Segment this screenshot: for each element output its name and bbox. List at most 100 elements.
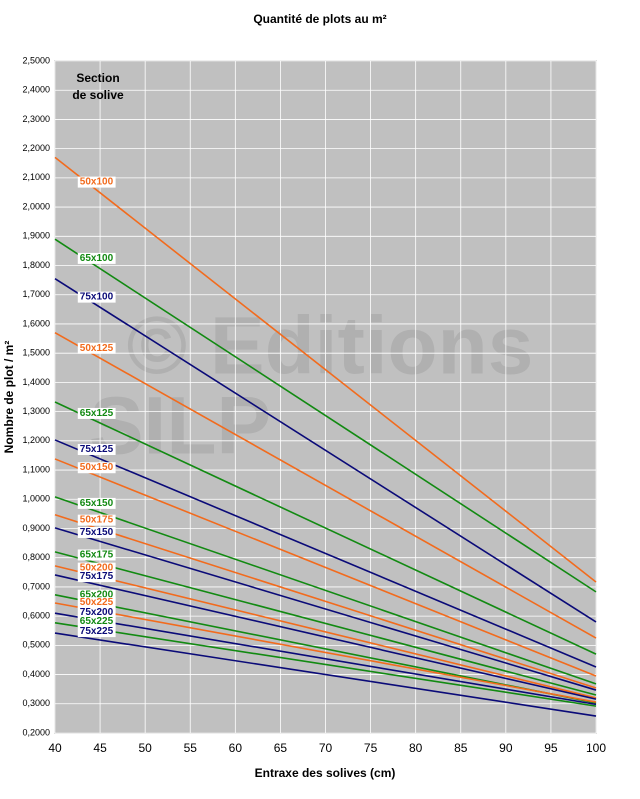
series-line xyxy=(54,439,597,668)
label-box xyxy=(77,615,116,627)
y-tick-label: 2,5000 xyxy=(22,55,50,65)
label-box xyxy=(77,252,116,264)
series-label: 50x125 xyxy=(77,342,116,354)
series-label-text: 75x200 xyxy=(80,607,114,618)
series-label-text: 50x150 xyxy=(80,462,114,473)
y-tick-label: 1,9000 xyxy=(22,231,50,241)
x-axis-label: Entraxe des solives (cm) xyxy=(255,766,396,780)
x-tick-label: 60 xyxy=(229,741,243,755)
series-label: 50x225 xyxy=(77,597,116,609)
y-tick-label: 1,6000 xyxy=(22,318,50,328)
series-label: 75x100 xyxy=(77,291,116,303)
series-label-text: 65x200 xyxy=(80,590,114,601)
label-box xyxy=(77,176,116,188)
x-tick-label: 85 xyxy=(454,741,468,755)
label-box xyxy=(77,291,116,303)
series-label: 65x200 xyxy=(77,589,116,601)
chart-title: Quantité de plots au m² xyxy=(253,12,386,26)
y-tick-label: 0,7000 xyxy=(22,581,50,591)
series-line xyxy=(54,496,597,685)
series-label-text: 50x125 xyxy=(80,343,114,354)
series-label-text: 50x225 xyxy=(80,597,114,608)
y-tick-label: 2,3000 xyxy=(22,114,50,124)
annotation: de solive xyxy=(72,88,124,102)
watermark: © Editions xyxy=(127,301,534,392)
y-axis-label: Nombre de plot / m² xyxy=(2,341,16,454)
y-tick-label: 0,4000 xyxy=(22,669,50,679)
series-line xyxy=(54,458,597,677)
y-tick-label: 0,6000 xyxy=(22,611,50,621)
y-tick-label: 1,0000 xyxy=(22,494,50,504)
series-line xyxy=(54,574,597,700)
series-label: 75x150 xyxy=(77,526,116,538)
x-tick-label: 55 xyxy=(184,741,198,755)
x-tick-label: 75 xyxy=(364,741,378,755)
label-box xyxy=(77,606,116,618)
x-tick-label: 90 xyxy=(499,741,513,755)
label-box xyxy=(77,497,116,509)
series-label-text: 75x175 xyxy=(80,571,114,582)
y-tick-label: 0,3000 xyxy=(22,698,50,708)
series-label: 65x175 xyxy=(77,549,116,561)
label-box xyxy=(77,549,116,561)
y-tick-label: 1,7000 xyxy=(22,289,50,299)
x-tick-label: 100 xyxy=(586,741,606,755)
series-line xyxy=(54,156,597,583)
series-label-text: 75x125 xyxy=(80,444,114,455)
y-tick-label: 1,2000 xyxy=(22,435,50,445)
y-tick-label: 0,8000 xyxy=(22,552,50,562)
x-tick-label: 50 xyxy=(138,741,152,755)
label-box xyxy=(77,589,116,601)
y-tick-label: 1,4000 xyxy=(22,377,50,387)
series-label-text: 75x100 xyxy=(80,292,114,303)
series-label-text: 65x175 xyxy=(80,549,114,560)
series-line xyxy=(54,632,597,717)
y-tick-label: 2,0000 xyxy=(22,201,50,211)
y-tick-label: 1,8000 xyxy=(22,260,50,270)
series-label-text: 65x100 xyxy=(80,253,114,264)
label-box xyxy=(77,597,116,609)
y-tick-label: 2,4000 xyxy=(22,85,50,95)
series-line xyxy=(54,277,597,623)
label-box xyxy=(77,514,116,526)
series-label-text: 50x175 xyxy=(80,515,114,526)
y-tick-label: 0,5000 xyxy=(22,640,50,650)
series-line xyxy=(54,527,597,691)
series-label-text: 65x150 xyxy=(80,498,114,509)
label-box xyxy=(77,626,116,638)
x-tick-label: 95 xyxy=(544,741,558,755)
annotation: Section xyxy=(76,71,119,85)
series-label: 75x225 xyxy=(77,626,116,638)
x-tick-label: 65 xyxy=(274,741,288,755)
y-tick-label: 1,5000 xyxy=(22,348,50,358)
x-tick-label: 45 xyxy=(93,741,107,755)
series-label-text: 65x225 xyxy=(80,616,114,627)
series-line xyxy=(54,602,597,703)
series-label: 65x225 xyxy=(77,615,116,627)
series-line xyxy=(54,565,597,699)
series-line xyxy=(54,551,597,696)
series-label-text: 65x125 xyxy=(80,408,114,419)
series-label: 50x200 xyxy=(77,562,116,574)
series-label-text: 50x100 xyxy=(80,177,114,188)
series-line xyxy=(54,622,597,707)
series-label-text: 50x200 xyxy=(80,563,114,574)
x-tick-label: 40 xyxy=(48,741,62,755)
x-tick-label: 70 xyxy=(319,741,333,755)
label-box xyxy=(77,526,116,538)
series-label: 50x150 xyxy=(77,462,116,474)
label-box xyxy=(77,462,116,474)
series-label-text: 75x225 xyxy=(80,626,114,637)
watermark: SILP xyxy=(89,381,271,472)
y-tick-label: 2,1000 xyxy=(22,172,50,182)
label-box xyxy=(77,443,116,455)
series-line xyxy=(54,612,597,706)
series-label: 75x175 xyxy=(77,571,116,583)
series-line xyxy=(54,513,597,689)
series-line xyxy=(54,332,597,639)
series-label: 50x175 xyxy=(77,514,116,526)
series-label: 75x200 xyxy=(77,606,116,618)
label-box xyxy=(77,571,116,583)
series-label: 65x100 xyxy=(77,252,116,264)
